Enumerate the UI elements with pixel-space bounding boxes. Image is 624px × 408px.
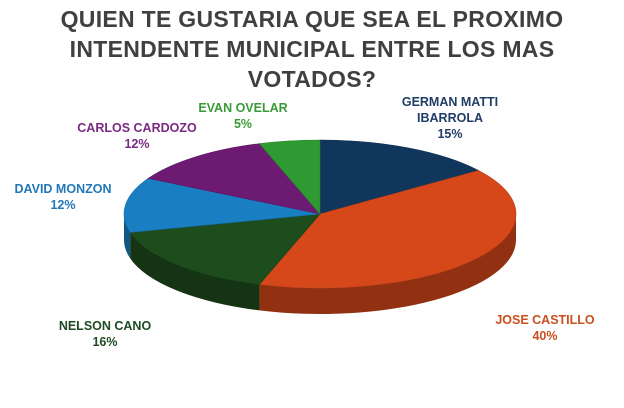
- chart-title-line-2: INTENDENTE MUNICIPAL ENTRE LOS MAS: [69, 36, 555, 62]
- slice-percent: 16%: [92, 335, 118, 349]
- pie-tops: [123, 139, 517, 289]
- slice-label-evan-ovelar: EVAN OVELAR 5%: [188, 100, 298, 132]
- slice-label-carlos-cardozo: CARLOS CARDOZO 12%: [72, 120, 202, 152]
- slice-label-nelson-cano: NELSON CANO 16%: [50, 318, 160, 350]
- pie-slice-jose-castillo: [258, 170, 517, 289]
- pie-side-david-monzon: [124, 214, 131, 259]
- slice-percent: 15%: [437, 127, 463, 141]
- pie-sides: [124, 214, 516, 314]
- slice-label-german-matti-ibarrola: GERMAN MATTI IBARROLA 15%: [395, 94, 505, 142]
- pie-side-nelson-cano: [130, 232, 260, 311]
- slice-percent: 5%: [233, 117, 253, 131]
- slice-label-jose-castillo: JOSE CASTILLO 40%: [485, 312, 605, 344]
- slice-name-line: GERMAN MATTI: [401, 95, 499, 109]
- pie-slice-david-monzon: [123, 178, 321, 233]
- pie-slice-nelson-cano: [129, 213, 321, 285]
- slice-label-david-monzon: DAVID MONZON 12%: [8, 181, 118, 213]
- chart-title-line-3: VOTADOS?: [247, 66, 377, 92]
- chart-title: QUIEN TE GUSTARIA QUE SEA EL PROXIMO INT…: [0, 4, 624, 94]
- pie-slice-german-matti-ibarrola: [319, 139, 480, 215]
- slice-name-line: JOSE CASTILLO: [495, 313, 595, 327]
- slice-name-line: IBARROLA: [417, 111, 483, 125]
- slice-percent: 40%: [532, 329, 558, 343]
- slice-name-line: CARLOS CARDOZO: [77, 121, 197, 135]
- slice-name-line: EVAN OVELAR: [198, 101, 288, 115]
- slice-percent: 12%: [50, 198, 76, 212]
- slice-percent: 12%: [124, 137, 150, 151]
- slice-name-line: DAVID MONZON: [14, 182, 112, 196]
- chart-title-line-1: QUIEN TE GUSTARIA QUE SEA EL PROXIMO: [60, 6, 564, 32]
- slice-name-line: NELSON CANO: [58, 319, 152, 333]
- pie-slice-evan-ovelar: [258, 139, 321, 215]
- pie-side-jose-castillo: [259, 214, 516, 314]
- pie-slice-carlos-cardozo: [147, 143, 321, 215]
